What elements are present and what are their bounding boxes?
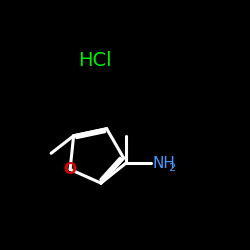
Text: O: O [64, 162, 76, 177]
Text: 2: 2 [168, 163, 175, 173]
Text: HCl: HCl [78, 50, 112, 70]
Text: NH: NH [152, 156, 175, 170]
